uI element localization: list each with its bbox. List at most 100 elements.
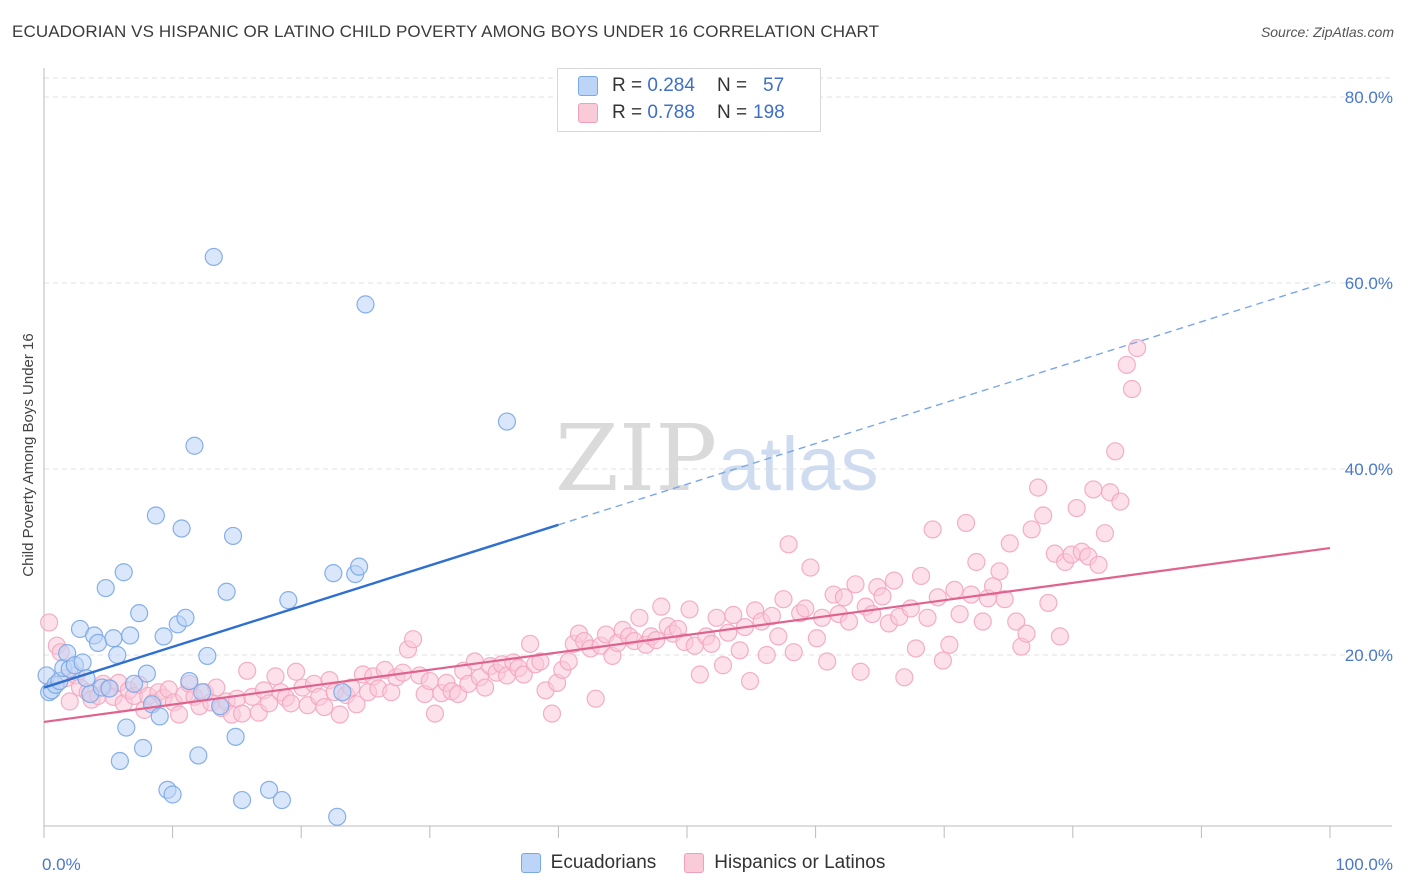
hispanic-point-134 — [769, 627, 788, 646]
bottom-legend-label-ecuadorians: Ecuadorians — [550, 852, 657, 873]
legend-row-ecuadorians: R = 0.284 N = 57 — [558, 73, 784, 99]
ecuadorian-point-29 — [146, 506, 165, 525]
legend-n-label: N = — [716, 75, 748, 96]
watermark: ZIP atlas — [555, 405, 879, 512]
hispanic-point-38 — [238, 661, 257, 680]
ecuadorian-point-43 — [211, 697, 230, 716]
hispanic-point-171 — [973, 612, 992, 631]
hispanic-point-149 — [851, 662, 870, 681]
y-tick-label-80: 80.0% — [1345, 88, 1393, 107]
hispanic-point-164 — [933, 651, 953, 670]
hispanic-point-137 — [784, 643, 803, 662]
ecuadorian-point-50 — [279, 591, 298, 610]
legend-n-label: N = — [716, 102, 748, 123]
hispanic-point-176 — [1000, 534, 1019, 553]
watermark-atlas: atlas — [718, 422, 879, 507]
legend-r-value: 0.788 — [647, 102, 695, 123]
hispanic-point-161 — [918, 608, 937, 627]
ecuadorian-point-53 — [333, 683, 352, 702]
hispanic-point-179 — [1017, 624, 1036, 643]
ecuadorian-point-17 — [100, 679, 119, 698]
tick-labels: 20.0% 40.0% 60.0% 80.0% 0.0% 100.0% — [42, 88, 1393, 874]
hispanic-point-141 — [807, 629, 826, 648]
hispanic-point-175 — [995, 590, 1014, 609]
hispanic-point-79 — [465, 652, 484, 671]
ecuadorian-point-27 — [137, 664, 156, 683]
ecuadorian-point-38 — [185, 436, 204, 455]
hispanic-point-162 — [923, 520, 942, 539]
ecuadorian-point-16 — [96, 578, 115, 598]
hispanic-point-122 — [702, 634, 721, 653]
legend-r-value: 0.284 — [647, 75, 695, 96]
ecuadorian-point-37 — [180, 671, 199, 691]
hispanic-point-101 — [586, 689, 605, 708]
hispanic-point-158 — [901, 599, 920, 618]
ecuadorian-point-23 — [121, 626, 140, 645]
hispanic-point-118 — [680, 600, 699, 619]
legend-row-hispanics: R = 0.788 N = 198 — [558, 100, 785, 126]
hispanic-point-113 — [652, 597, 671, 616]
grid-lines — [44, 77, 1392, 656]
ecuadorian-point-20 — [110, 751, 129, 771]
hispanic-point-43 — [266, 667, 285, 686]
hispanic-point-37 — [232, 704, 252, 723]
hispanic-point-125 — [719, 623, 738, 642]
watermark-zip: ZIP — [555, 405, 717, 512]
hispanic-point-183 — [1039, 593, 1058, 613]
hispanic-point-126 — [724, 605, 743, 625]
legend-n-value: 57 — [763, 75, 785, 96]
hispanic-point-170 — [967, 552, 986, 572]
ecuadorian-point-40 — [193, 683, 212, 702]
ecuadorian-point-57 — [497, 412, 517, 431]
hispanic-point-127 — [730, 641, 749, 660]
ecuadorian-point-44 — [217, 582, 236, 601]
hispanic-point-169 — [962, 585, 981, 604]
hispanic-point-136 — [779, 535, 798, 554]
ecuadorian-point-46 — [226, 727, 245, 746]
legend-r-label: R = — [612, 75, 643, 96]
series-ecuadorians — [37, 247, 517, 826]
hispanic-point-123 — [707, 608, 726, 627]
ecuadorian-point-25 — [130, 604, 149, 623]
hispanic-point-197 — [1117, 355, 1136, 374]
hispanic-point-89 — [521, 634, 540, 653]
hispanic-trend-line — [43, 546, 1331, 724]
hispanic-point-165 — [940, 635, 959, 654]
hispanic-point-42 — [259, 694, 279, 713]
hispanic-point-93 — [542, 704, 562, 723]
hispanic-point-147 — [839, 612, 859, 631]
bottom-legend-label-hispanics: Hispanics or Latinos — [714, 852, 886, 873]
hispanic-point-143 — [818, 652, 837, 671]
hispanic-point-185 — [1050, 627, 1070, 646]
ecuadorian-trend-line — [43, 523, 559, 689]
hispanic-point-58 — [347, 695, 366, 714]
ecuadorian-point-51 — [324, 564, 343, 583]
ecuadorian-point-47 — [232, 790, 252, 810]
legend-r-label: R = — [612, 102, 643, 123]
hispanic-point-168 — [956, 513, 976, 533]
y-tick-label-60: 60.0% — [1345, 274, 1393, 293]
hispanic-point-193 — [1095, 524, 1115, 543]
ecuadorian-point-49 — [272, 790, 292, 810]
hispanic-point-180 — [1022, 520, 1041, 539]
bottom-legend-swatch-ecuadorians — [520, 853, 541, 873]
bottom-legend: Ecuadorians Hispanics or Latinos — [0, 852, 1406, 874]
ecuadorian-trend-extension — [558, 280, 1331, 526]
hispanic-point-174 — [990, 562, 1009, 581]
hispanic-point-68 — [403, 630, 423, 649]
x-tick-label-100: 100.0% — [1335, 855, 1393, 874]
series-hispanics-or-latinos — [40, 339, 1147, 724]
ecuadorian-point-39 — [189, 746, 208, 765]
ecuadorian-point-35 — [172, 519, 191, 538]
legend-swatch-hispanics — [578, 103, 598, 123]
ecuadorian-point-19 — [108, 645, 127, 665]
hispanic-point-109 — [630, 608, 649, 627]
hispanic-point-52 — [315, 697, 334, 717]
hispanic-point-91 — [531, 652, 550, 671]
hispanic-point-129 — [740, 671, 760, 691]
hispanic-point-166 — [945, 580, 964, 600]
bottom-legend-ecuadorians: Ecuadorians — [520, 852, 657, 874]
ecuadorian-point-55 — [349, 557, 369, 576]
bottom-legend-hispanics: Hispanics or Latinos — [684, 852, 885, 874]
ecuadorian-point-10 — [73, 653, 92, 672]
